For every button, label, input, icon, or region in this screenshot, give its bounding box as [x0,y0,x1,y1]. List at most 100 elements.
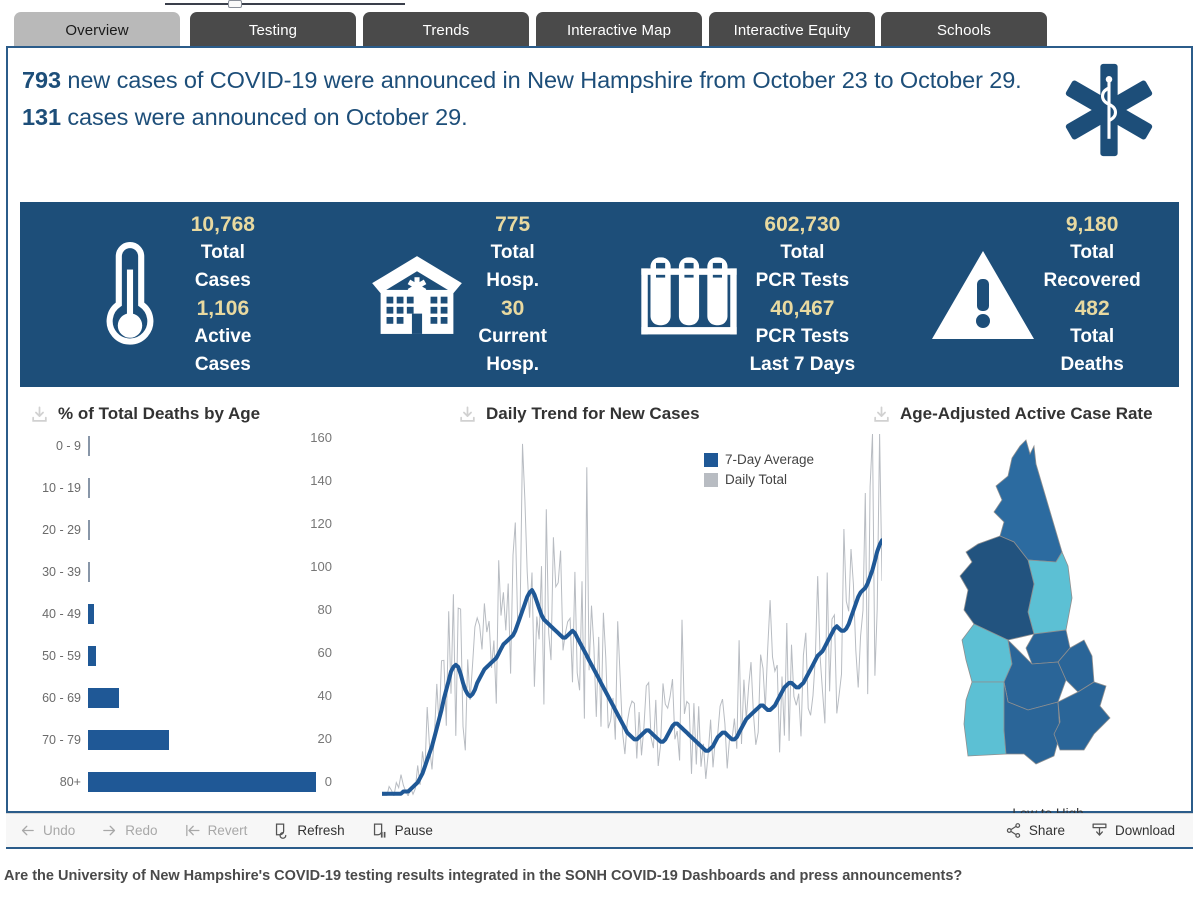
undo-button[interactable]: Undo [6,813,88,849]
warning-triangle-icon [928,225,1038,365]
stat-value-active: 1,106 [196,296,250,320]
table-row[interactable]: 40 - 49 [22,602,332,626]
case-rate-map[interactable]: Low to High [873,434,1198,845]
refresh-button[interactable]: Refresh [260,813,357,849]
panel-title-daily-trend: Daily Trend for New Cases [458,404,700,424]
cutoff-toolbar-strip [0,0,1199,12]
legend-swatch-gray [704,473,718,487]
stat-value-total-tests: 602,730 [764,212,841,236]
new-hampshire-map[interactable] [908,434,1158,804]
share-button[interactable]: Share [992,813,1078,849]
download-button[interactable]: Download [1078,813,1193,849]
tab-label: Testing [248,21,298,39]
bar-track [88,560,332,584]
stat-label-7day-2: Last 7 Days [749,353,856,375]
bar-value [88,730,169,750]
stat-label-deaths-2: Deaths [1060,353,1124,375]
y-axis-tick: 100 [310,559,332,574]
stat-label-active-1: Active [194,325,252,347]
tab-schools[interactable]: Schools [881,12,1047,48]
tab-testing[interactable]: Testing [190,12,356,48]
county-rockingham [1053,681,1111,751]
stat-pcr-tests: 602,730 Total PCR Tests 40,467 PCR Tests… [600,202,890,387]
table-row[interactable]: 60 - 69 [22,686,332,710]
stat-hospitalizations: 775 Total Hosp. 30 Current Hosp. [310,202,600,387]
tab-bar: Overview Testing Trends Interactive Map … [0,12,1199,48]
stat-value-recovered: 9,180 [1065,212,1119,236]
table-row[interactable]: 70 - 79 [22,728,332,752]
tab-interactive-map[interactable]: Interactive Map [536,12,702,48]
download-icon[interactable] [872,405,891,424]
bar-label: 70 - 79 [42,733,81,747]
bar-track [88,476,332,500]
stat-text: 775 Total Hosp. 30 Current Hosp. [478,211,547,379]
download-label: Download [1114,823,1175,838]
table-row[interactable]: 80+ [22,770,332,794]
legend-item-daily[interactable]: Daily Total [704,470,814,490]
stat-value-total: 10,768 [190,212,255,236]
stat-label-total-1: Total [780,241,825,263]
bar-label: 40 - 49 [42,607,81,621]
bar-track [88,434,332,458]
pause-button[interactable]: Pause [358,813,446,849]
divider-line [165,3,405,5]
bar-value [88,604,94,624]
bar-label: 60 - 69 [42,691,81,705]
stat-label-deaths-1: Total [1070,325,1115,347]
share-label: Share [1028,823,1065,838]
revert-button[interactable]: Revert [171,813,261,849]
daily-cases-number: 131 [22,104,61,130]
legend-swatch-blue [704,453,718,467]
download-icon[interactable] [458,405,477,424]
stat-value-current: 30 [500,296,525,320]
arrow-right-icon [103,825,116,836]
stat-label-7day-1: PCR Tests [755,325,850,347]
panel-title-label: Age-Adjusted Active Case Rate [900,404,1153,423]
bar-label: 50 - 59 [42,649,81,663]
table-row[interactable]: 20 - 29 [22,518,332,542]
y-axis-tick: 120 [310,516,332,531]
legend-label: 7-Day Average [725,452,815,467]
stat-label-recovered-1: Total [1070,241,1115,263]
bar-track [88,728,332,752]
thermometer-icon [75,225,185,365]
table-row[interactable]: 10 - 19 [22,476,332,500]
bar-track [88,602,332,626]
bar-value [88,688,119,708]
chart-legend: 7-Day Average Daily Total [704,450,814,490]
bar-value [88,436,90,456]
stat-label-current-2: Hosp. [486,353,540,375]
daily-trend-line-chart: 160 140 120 100 80 60 40 20 0 7-Day Aver… [310,430,894,835]
download-icon[interactable] [30,405,49,424]
tab-overview[interactable]: Overview [14,12,180,48]
dashboard-panel: 793 new cases of COVID-19 were announced… [6,46,1193,845]
redo-button[interactable]: Redo [88,813,170,849]
stat-text: 9,180 Total Recovered 482 Total Deaths [1044,211,1141,379]
bar-value [88,772,316,792]
table-row[interactable]: 30 - 39 [22,560,332,584]
trend-plot-area[interactable] [382,434,882,796]
tab-label: Overview [65,21,129,39]
tab-trends[interactable]: Trends [363,12,529,48]
stat-label-active-2: Cases [194,353,251,375]
tab-label: Schools [936,21,992,39]
legend-label: Daily Total [725,472,788,487]
bar-track [88,518,332,542]
table-row[interactable]: 50 - 59 [22,644,332,668]
redo-label: Redo [125,823,158,838]
footer-question: Are the University of New Hampshire's CO… [4,868,963,884]
stat-value-total: 775 [495,212,531,236]
hospital-icon [362,225,472,365]
pause-icon [373,823,386,838]
table-row[interactable]: 0 - 9 [22,434,332,458]
key-stats-band: 10,768 Total Cases 1,106 Active Cases [20,202,1179,387]
tab-label: Interactive Equity [733,21,851,39]
county-hillsborough [1003,681,1061,765]
tab-interactive-equity[interactable]: Interactive Equity [709,12,875,48]
slider-handle[interactable] [228,0,242,8]
bar-label: 80+ [59,775,81,789]
stat-value-tests-7day: 40,467 [770,296,835,320]
stat-value-deaths: 482 [1074,296,1110,320]
y-axis-tick: 20 [317,731,332,746]
legend-item-7day[interactable]: 7-Day Average [704,450,814,470]
